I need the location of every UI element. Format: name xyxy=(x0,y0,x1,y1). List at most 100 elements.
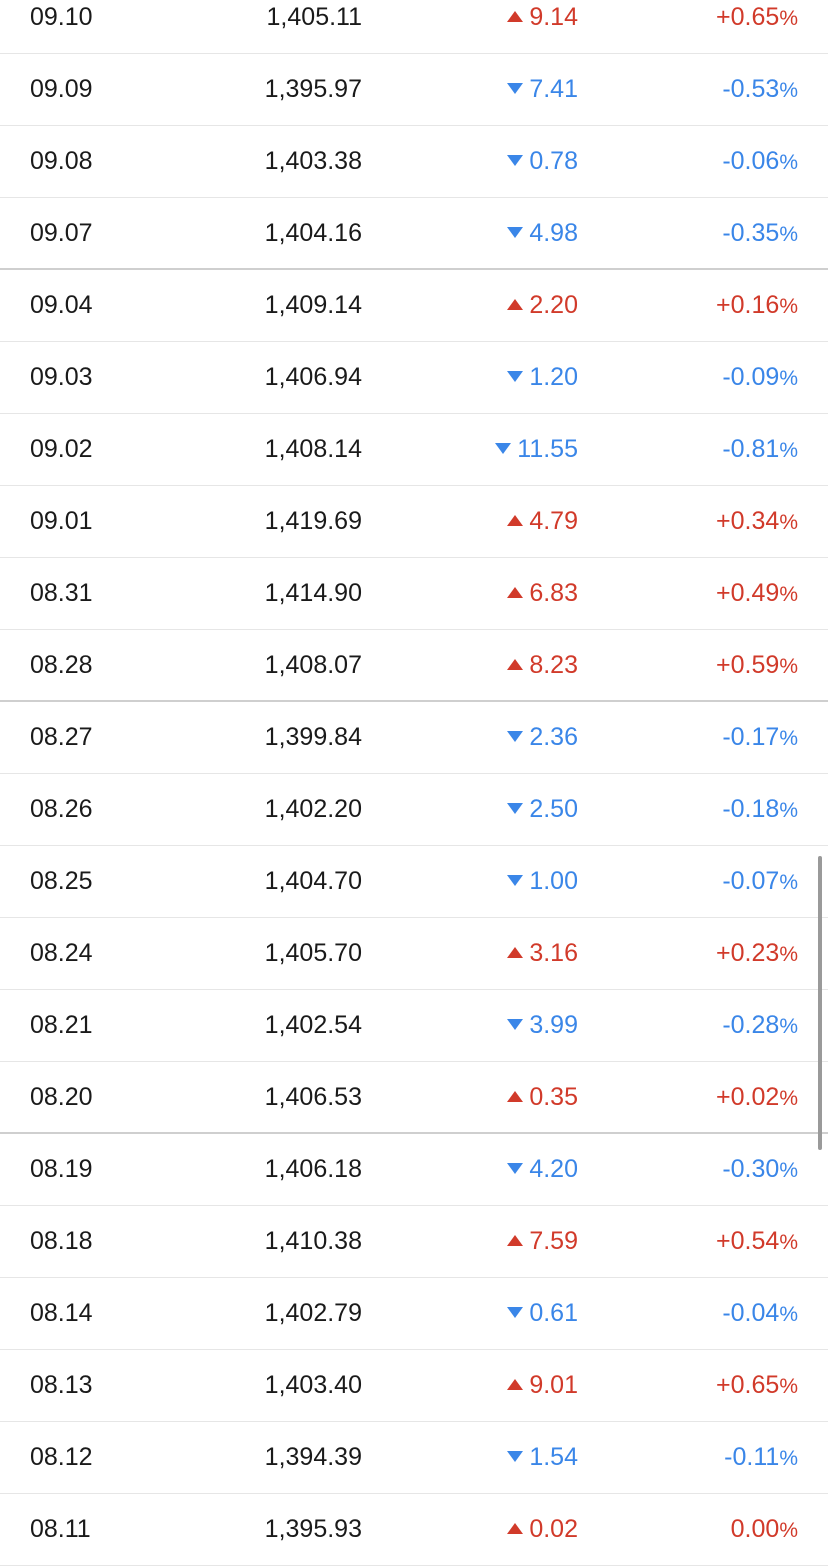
change-value: 0.78 xyxy=(529,147,578,175)
close-price-cell: 1,405.70 xyxy=(264,939,362,967)
change-value: 0.61 xyxy=(529,1299,578,1327)
triangle-down-icon xyxy=(507,1162,524,1174)
triangle-up-icon xyxy=(507,514,524,526)
percent-change-cell: +0.59% xyxy=(716,630,798,701)
percent-value: -0.11 xyxy=(724,1443,780,1471)
table-row[interactable]: 08.21 1,402.54 3.99 -0.28% xyxy=(0,990,828,1062)
table-row[interactable]: 09.01 1,419.69 4.79 +0.34% xyxy=(0,486,828,558)
percent-change-cell: -0.35% xyxy=(722,198,798,269)
table-row[interactable]: 08.19 1,406.18 4.20 -0.30% xyxy=(0,1134,828,1206)
change-cell: 3.99 xyxy=(507,990,578,1061)
percent-sign: % xyxy=(779,799,798,822)
percent-value: -0.81 xyxy=(722,435,780,463)
percent-change-cell: -0.18% xyxy=(722,774,798,845)
date-cell: 08.26 xyxy=(30,795,93,823)
date-cell: 08.11 xyxy=(30,1515,91,1543)
change-cell: 0.35 xyxy=(507,1062,578,1133)
percent-sign: % xyxy=(779,295,798,318)
percent-sign: % xyxy=(779,79,798,102)
date-cell: 08.25 xyxy=(30,867,93,895)
change-value: 1.54 xyxy=(529,1443,578,1471)
date-cell: 08.14 xyxy=(30,1299,93,1327)
close-price-cell: 1,419.69 xyxy=(264,507,362,535)
date-cell: 08.27 xyxy=(30,723,93,751)
close-price-cell: 1,406.94 xyxy=(264,363,362,391)
vertical-scrollbar[interactable] xyxy=(818,856,822,1150)
change-cell: 7.41 xyxy=(507,54,578,125)
triangle-up-icon xyxy=(507,658,524,670)
percent-change-cell: 0.00% xyxy=(731,1494,798,1565)
table-row[interactable]: 08.26 1,402.20 2.50 -0.18% xyxy=(0,774,828,846)
table-row[interactable]: 08.11 1,395.93 0.02 0.00% xyxy=(0,1494,828,1566)
table-row[interactable]: 08.13 1,403.40 9.01 +0.65% xyxy=(0,1350,828,1422)
change-cell: 9.01 xyxy=(507,1350,578,1421)
date-cell: 08.21 xyxy=(30,1011,93,1039)
table-row[interactable]: 08.28 1,408.07 8.23 +0.59% xyxy=(0,630,828,702)
table-row[interactable]: 08.20 1,406.53 0.35 +0.02% xyxy=(0,1062,828,1134)
percent-change-cell: +0.54% xyxy=(716,1206,798,1277)
table-row[interactable]: 09.07 1,404.16 4.98 -0.35% xyxy=(0,198,828,270)
close-price-cell: 1,406.18 xyxy=(264,1155,362,1183)
table-row[interactable]: 08.31 1,414.90 6.83 +0.49% xyxy=(0,558,828,630)
percent-change-cell: +0.34% xyxy=(716,486,798,557)
change-cell: 2.36 xyxy=(507,702,578,773)
percent-value: +0.65 xyxy=(716,3,780,31)
triangle-up-icon xyxy=(507,586,524,598)
change-cell: 2.20 xyxy=(507,270,578,341)
triangle-up-icon xyxy=(507,946,524,958)
table-row[interactable]: 08.27 1,399.84 2.36 -0.17% xyxy=(0,702,828,774)
table-row[interactable]: 08.12 1,394.39 1.54 -0.11% xyxy=(0,1422,828,1494)
triangle-down-icon xyxy=(495,442,512,454)
percent-value: -0.17 xyxy=(722,723,780,751)
percent-change-cell: +0.23% xyxy=(716,918,798,989)
change-cell: 2.50 xyxy=(507,774,578,845)
change-cell: 0.78 xyxy=(507,126,578,197)
close-price-cell: 1,404.70 xyxy=(264,867,362,895)
percent-value: -0.09 xyxy=(722,363,780,391)
triangle-down-icon xyxy=(507,1018,524,1030)
close-price-cell: 1,395.93 xyxy=(264,1515,362,1543)
table-row[interactable]: 09.08 1,403.38 0.78 -0.06% xyxy=(0,126,828,198)
date-cell: 09.03 xyxy=(30,363,93,391)
triangle-down-icon xyxy=(507,370,524,382)
percent-sign: % xyxy=(779,1231,798,1254)
date-cell: 09.02 xyxy=(30,435,93,463)
table-row[interactable]: 08.25 1,404.70 1.00 -0.07% xyxy=(0,846,828,918)
percent-change-cell: -0.11% xyxy=(724,1422,798,1493)
close-price-cell: 1,399.84 xyxy=(264,723,362,751)
change-cell: 1.20 xyxy=(507,342,578,413)
percent-change-cell: -0.81% xyxy=(722,414,798,485)
percent-value: -0.18 xyxy=(722,795,780,823)
percent-value: -0.30 xyxy=(722,1155,780,1183)
percent-value: +0.02 xyxy=(716,1083,780,1111)
close-price-cell: 1,404.16 xyxy=(264,219,362,247)
close-price-cell: 1,402.54 xyxy=(264,1011,362,1039)
table-row[interactable]: 09.02 1,408.14 11.55 -0.81% xyxy=(0,414,828,486)
change-value: 7.59 xyxy=(529,1227,578,1255)
percent-sign: % xyxy=(779,1015,798,1038)
close-price-cell: 1,405.11 xyxy=(266,3,362,31)
table-row[interactable]: 08.14 1,402.79 0.61 -0.04% xyxy=(0,1278,828,1350)
close-price-cell: 1,408.14 xyxy=(264,435,362,463)
percent-change-cell: -0.04% xyxy=(722,1278,798,1349)
change-cell: 0.61 xyxy=(507,1278,578,1349)
table-row[interactable]: 09.09 1,395.97 7.41 -0.53% xyxy=(0,54,828,126)
close-price-cell: 1,414.90 xyxy=(264,579,362,607)
percent-value: -0.04 xyxy=(722,1299,780,1327)
percent-value: +0.59 xyxy=(716,651,780,679)
date-cell: 08.24 xyxy=(30,939,93,967)
change-cell: 4.79 xyxy=(507,486,578,557)
table-row[interactable]: 08.18 1,410.38 7.59 +0.54% xyxy=(0,1206,828,1278)
change-value: 11.55 xyxy=(517,435,578,463)
percent-sign: % xyxy=(779,655,798,678)
percent-change-cell: -0.17% xyxy=(722,702,798,773)
table-row[interactable]: 08.24 1,405.70 3.16 +0.23% xyxy=(0,918,828,990)
percent-sign: % xyxy=(779,871,798,894)
change-value: 3.99 xyxy=(529,1011,578,1039)
percent-value: +0.49 xyxy=(716,579,780,607)
change-cell: 4.98 xyxy=(507,198,578,269)
table-row[interactable]: 09.10 1,405.11 9.14 +0.65% xyxy=(0,0,828,54)
table-row[interactable]: 09.03 1,406.94 1.20 -0.09% xyxy=(0,342,828,414)
triangle-up-icon xyxy=(507,1234,524,1246)
table-row[interactable]: 09.04 1,409.14 2.20 +0.16% xyxy=(0,270,828,342)
